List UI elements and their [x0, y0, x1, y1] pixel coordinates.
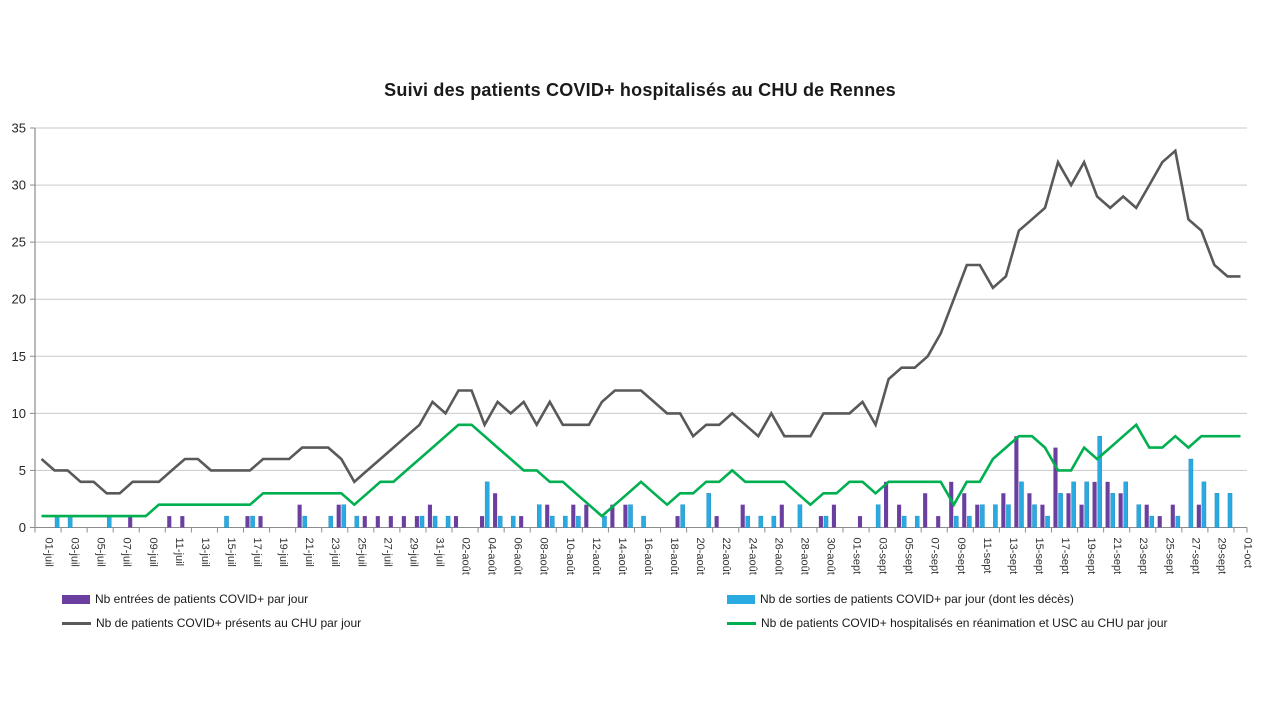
- svg-text:5: 5: [19, 463, 26, 478]
- svg-text:20: 20: [12, 292, 26, 307]
- svg-text:17-juil: 17-juil: [251, 538, 263, 567]
- svg-text:11-sept: 11-sept: [981, 538, 993, 574]
- svg-text:01-oct: 01-oct: [1241, 538, 1253, 569]
- svg-text:23-juil: 23-juil: [329, 538, 341, 567]
- svg-text:05-sept: 05-sept: [903, 538, 915, 575]
- svg-text:10-août: 10-août: [564, 538, 576, 575]
- svg-text:25-juil: 25-juil: [355, 538, 367, 567]
- legend-label-presents: Nb de patients COVID+ présents au CHU pa…: [96, 616, 362, 630]
- svg-text:19-juil: 19-juil: [277, 538, 289, 567]
- svg-text:18-août: 18-août: [668, 538, 680, 575]
- svg-text:01-juil: 01-juil: [43, 538, 55, 567]
- svg-text:07-sept: 07-sept: [929, 538, 941, 575]
- svg-text:26-août: 26-août: [772, 538, 784, 575]
- chart-plot-area: 0 5 10 15 20 25 30 35 01-juil 03-juil 05-juil 07-ju…: [12, 121, 1254, 575]
- svg-text:01-sept: 01-sept: [851, 538, 863, 575]
- chart-title: Suivi des patients COVID+ hospitalisés a…: [384, 80, 896, 100]
- svg-text:05-juil: 05-juil: [95, 538, 107, 567]
- svg-text:35: 35: [12, 121, 26, 136]
- legend-swatch-sorties-bar: [727, 594, 755, 604]
- svg-text:15: 15: [12, 349, 26, 364]
- legend-label-entrees: Nb entrées de patients COVID+ par jour: [95, 592, 309, 606]
- svg-text:13-sept: 13-sept: [1007, 538, 1019, 575]
- svg-text:15-sept: 15-sept: [1033, 538, 1045, 575]
- legend-item-presents: Nb de patients COVID+ présents au CHU pa…: [62, 616, 361, 630]
- svg-text:13-juil: 13-juil: [199, 538, 211, 567]
- svg-text:30: 30: [12, 178, 26, 193]
- svg-text:28-août: 28-août: [798, 538, 810, 575]
- legend-label-rea: Nb de patients COVID+ hospitalisés en ré…: [761, 616, 1168, 630]
- legend-item-rea: Nb de patients COVID+ hospitalisés en ré…: [727, 616, 1168, 630]
- svg-text:27-sept: 27-sept: [1189, 538, 1201, 575]
- svg-text:03-sept: 03-sept: [877, 538, 889, 575]
- svg-text:02-août: 02-août: [460, 538, 472, 575]
- svg-text:16-août: 16-août: [642, 538, 654, 575]
- svg-text:27-juil: 27-juil: [381, 538, 393, 567]
- svg-text:25-sept: 25-sept: [1163, 538, 1175, 575]
- svg-text:24-août: 24-août: [746, 538, 758, 575]
- svg-text:08-août: 08-août: [538, 538, 550, 575]
- svg-text:03-juil: 03-juil: [69, 538, 81, 567]
- svg-text:29-sept: 29-sept: [1215, 538, 1227, 575]
- svg-text:31-juil: 31-juil: [433, 538, 445, 567]
- svg-text:21-juil: 21-juil: [303, 538, 315, 567]
- legend-label-sorties: Nb de sorties de patients COVID+ par jou…: [760, 592, 1074, 606]
- svg-text:23-sept: 23-sept: [1137, 538, 1149, 575]
- svg-text:19-sept: 19-sept: [1085, 538, 1097, 575]
- legend-swatch-presents-line: [62, 621, 91, 625]
- svg-text:22-août: 22-août: [720, 538, 732, 575]
- svg-text:12-août: 12-août: [590, 538, 602, 575]
- svg-text:29-juil: 29-juil: [407, 538, 419, 567]
- svg-text:21-sept: 21-sept: [1111, 538, 1123, 575]
- legend-swatch-entrees-bar: [62, 594, 90, 604]
- svg-text:15-juil: 15-juil: [225, 538, 237, 567]
- svg-text:0: 0: [19, 520, 26, 535]
- svg-text:30-août: 30-août: [824, 538, 836, 575]
- legend-swatch-rea-line: [727, 621, 756, 625]
- svg-text:10: 10: [12, 406, 26, 421]
- svg-text:04-août: 04-août: [486, 538, 498, 575]
- svg-text:06-août: 06-août: [512, 538, 524, 575]
- svg-text:09-juil: 09-juil: [147, 538, 159, 567]
- svg-text:07-juil: 07-juil: [121, 538, 133, 567]
- svg-text:20-août: 20-août: [694, 538, 706, 575]
- svg-text:14-août: 14-août: [616, 538, 628, 575]
- svg-text:09-sept: 09-sept: [955, 538, 967, 575]
- svg-text:25: 25: [12, 235, 26, 250]
- legend-item-sorties: Nb de sorties de patients COVID+ par jou…: [727, 592, 1074, 606]
- svg-text:17-sept: 17-sept: [1059, 538, 1071, 575]
- svg-text:11-juil: 11-juil: [173, 538, 185, 567]
- legend-item-entrees: Nb entrées de patients COVID+ par jour: [62, 592, 308, 606]
